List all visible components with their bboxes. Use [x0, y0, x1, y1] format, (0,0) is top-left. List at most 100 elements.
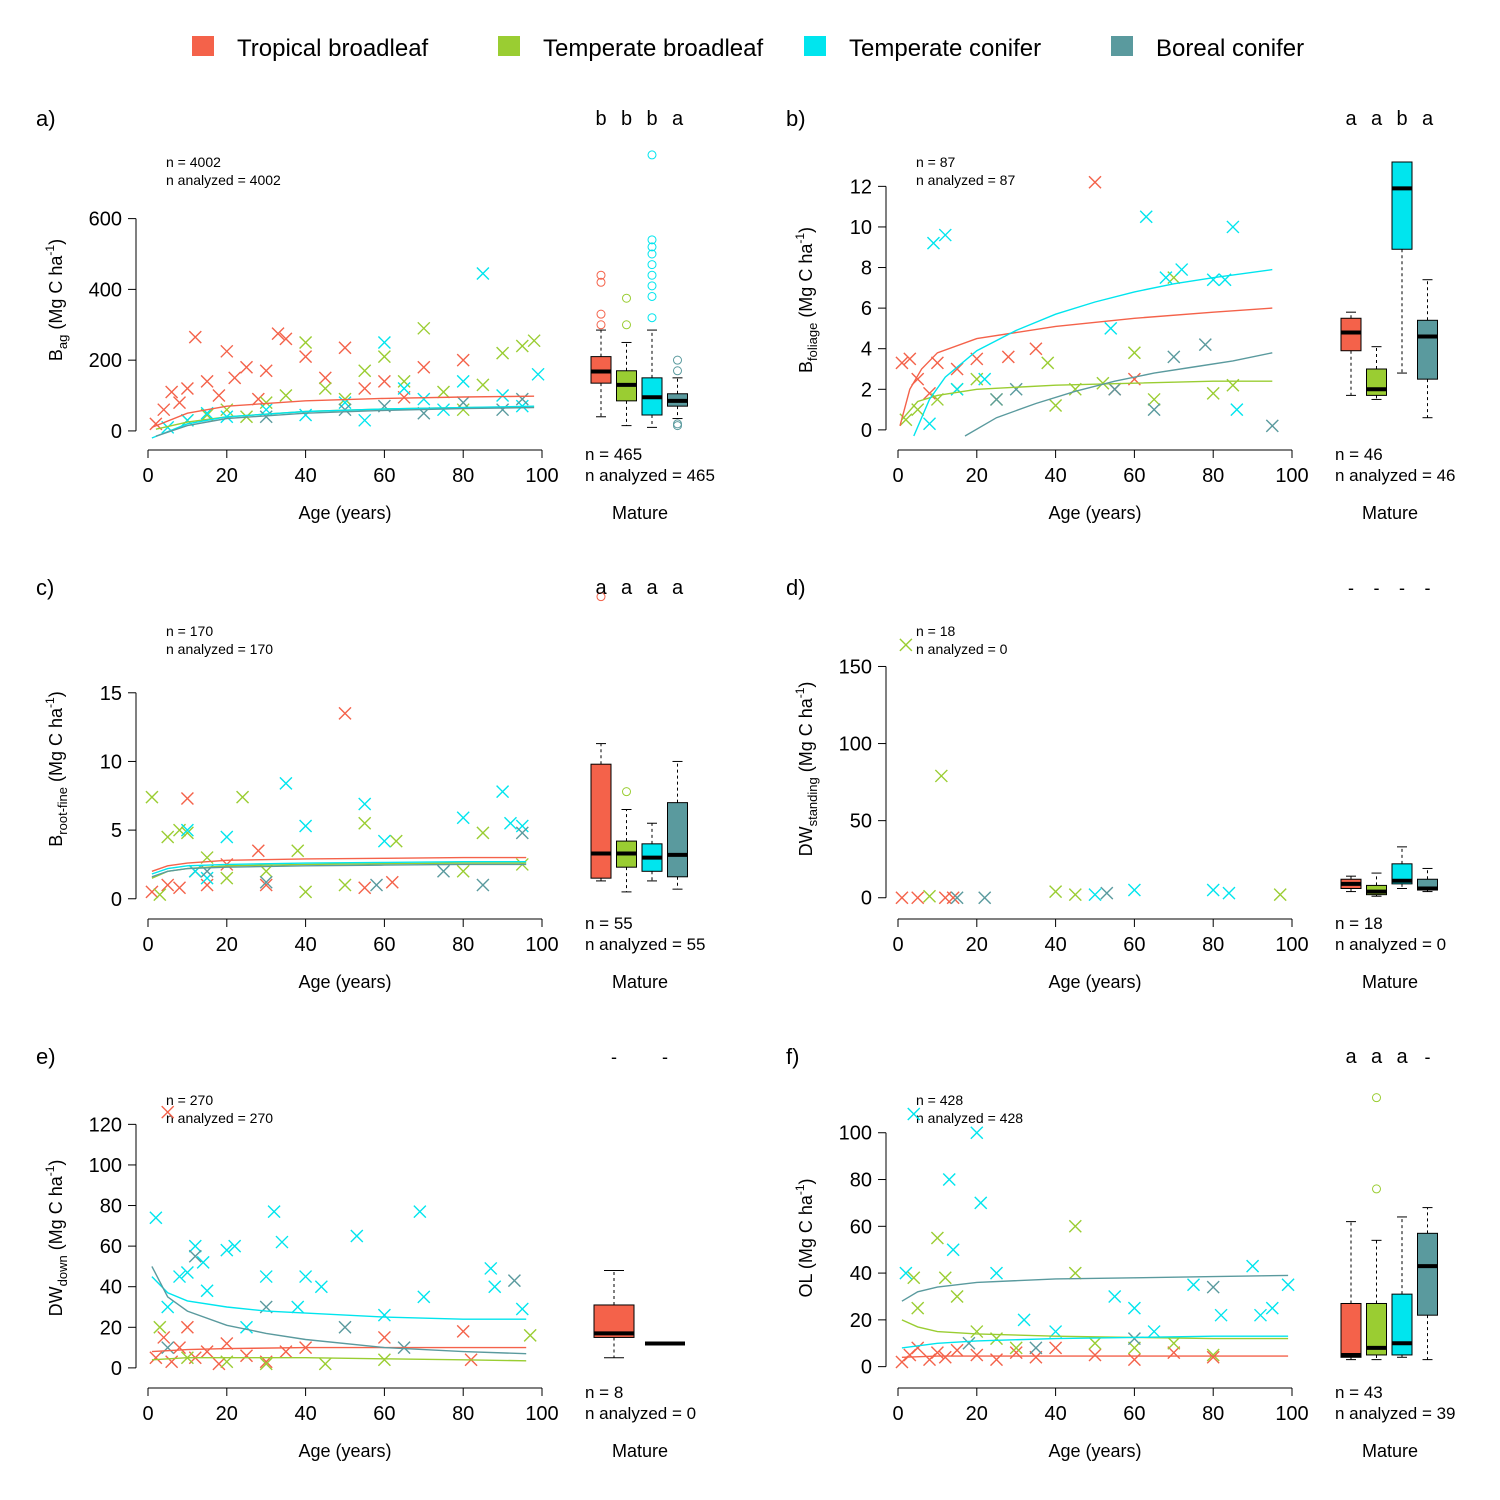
- legend-swatch: [1111, 36, 1133, 56]
- scatter-point: [259, 1270, 273, 1284]
- box-letter: -: [611, 1047, 617, 1067]
- scatter-point: [228, 1239, 242, 1253]
- box: [1417, 1207, 1438, 1361]
- scatter-point: [456, 353, 470, 367]
- box-letter: a: [1422, 108, 1434, 130]
- scatter-point: [1088, 1336, 1102, 1350]
- scatter-point: [930, 356, 944, 370]
- x-tick-label: 100: [1275, 465, 1308, 487]
- box: [1417, 867, 1438, 893]
- scatter-point: [1127, 1332, 1141, 1346]
- scatter-point: [279, 389, 293, 403]
- scatter-point: [291, 844, 305, 858]
- y-tick-label: 0: [111, 889, 122, 911]
- n-analyzed: n analyzed = 87: [916, 172, 1015, 188]
- y-tick-label: 8: [861, 258, 872, 280]
- box-letter: -: [1399, 578, 1405, 598]
- fit-curve: [151, 1357, 527, 1362]
- box-letter: a: [1371, 108, 1383, 130]
- box-letter: a: [646, 577, 658, 599]
- scatter-point: [200, 871, 214, 885]
- box-n-count: n = 55: [585, 914, 633, 933]
- scatter-point: [314, 1280, 328, 1294]
- scatter-point: [377, 834, 391, 848]
- panel-label: c): [36, 575, 54, 600]
- scatter-point: [377, 1330, 391, 1344]
- scatter-point: [942, 1173, 956, 1187]
- y-tick-label: 400: [89, 279, 122, 301]
- box-outlier: [647, 270, 657, 280]
- box-outlier: [647, 260, 657, 270]
- scatter-point: [1206, 386, 1220, 400]
- y-tick-label: 20: [850, 1310, 872, 1332]
- scatter-point: [903, 352, 917, 366]
- scatter-point: [417, 321, 431, 335]
- scatter-point: [1147, 403, 1161, 417]
- x-tick-label: 40: [294, 934, 316, 956]
- box-x-label: Mature: [1362, 503, 1418, 523]
- box: [1366, 872, 1387, 897]
- y-tick-label: 40: [850, 1263, 872, 1285]
- panel-label: b): [786, 106, 806, 131]
- x-axis-label: Age (years): [1048, 972, 1141, 992]
- box: [667, 355, 688, 431]
- box-letter: b: [595, 108, 606, 130]
- panel-label: f): [786, 1044, 799, 1069]
- scatter-point: [970, 1348, 984, 1362]
- scatter-point: [1068, 1219, 1082, 1233]
- legend-label: Boreal conifer: [1156, 35, 1304, 62]
- box-body: [590, 763, 612, 879]
- n-count: n = 4002: [166, 154, 221, 170]
- scatter-point: [1253, 1308, 1267, 1322]
- scatter-point: [1029, 342, 1043, 356]
- scatter-point: [1104, 321, 1118, 335]
- scatter-point: [496, 389, 510, 403]
- scatter-point: [1088, 888, 1102, 902]
- chart-panel: c) 0 5 10 15 0 20 40 60 80 100 Age (years) Broot-fin…: [36, 575, 706, 992]
- scatter-point: [145, 790, 159, 804]
- chart-panel: e) 0 20 40 60 80 100 120 0 20 40 60 80 100 Age (years)…: [36, 1044, 696, 1461]
- fit-curve: [901, 1319, 1289, 1340]
- box-letter: a: [672, 108, 684, 130]
- scatter-point: [1159, 271, 1173, 285]
- scatter-point: [377, 335, 391, 349]
- scatter-point: [946, 1243, 960, 1257]
- y-tick-label: 200: [89, 350, 122, 372]
- x-axis-label: Age (years): [298, 972, 391, 992]
- box-x-label: Mature: [612, 1441, 668, 1461]
- x-tick-label: 40: [1044, 465, 1066, 487]
- scatter-point: [397, 374, 411, 388]
- scatter-point: [1127, 1301, 1141, 1315]
- x-axis-label: Age (years): [298, 1441, 391, 1461]
- n-count: n = 270: [166, 1092, 213, 1108]
- scatter-point: [188, 1249, 202, 1263]
- y-tick-label: 20: [100, 1317, 122, 1339]
- scatter-point: [259, 878, 273, 892]
- scatter-point: [1108, 1289, 1122, 1303]
- scatter-point: [507, 1274, 521, 1288]
- scatter-point: [1088, 175, 1102, 189]
- scatter-point: [161, 878, 175, 892]
- scatter-point: [946, 891, 960, 905]
- x-tick-label: 60: [373, 465, 395, 487]
- scatter-point: [515, 339, 529, 353]
- y-tick-label: 60: [850, 1216, 872, 1238]
- box-outlier: [647, 150, 657, 160]
- box: [1417, 279, 1438, 419]
- scatter-point: [1029, 1350, 1043, 1364]
- scatter-point: [1127, 346, 1141, 360]
- scatter-point: [267, 1205, 281, 1219]
- scatter-point: [515, 1302, 529, 1316]
- n-count: n = 87: [916, 154, 956, 170]
- box-n-analyzed: n analyzed = 0: [1335, 935, 1446, 954]
- y-axis-label: DWdown (Mg C ha-1): [43, 1160, 70, 1317]
- scatter-point: [911, 891, 925, 905]
- box-x-label: Mature: [1362, 1441, 1418, 1461]
- box-outlier: [647, 235, 657, 245]
- scatter-point: [938, 1271, 952, 1285]
- scatter-point: [938, 228, 952, 242]
- fit-curve: [913, 268, 1273, 437]
- x-axis-label: Age (years): [1048, 1441, 1141, 1461]
- box-n-count: n = 465: [585, 445, 642, 464]
- x-tick-label: 40: [1044, 1403, 1066, 1425]
